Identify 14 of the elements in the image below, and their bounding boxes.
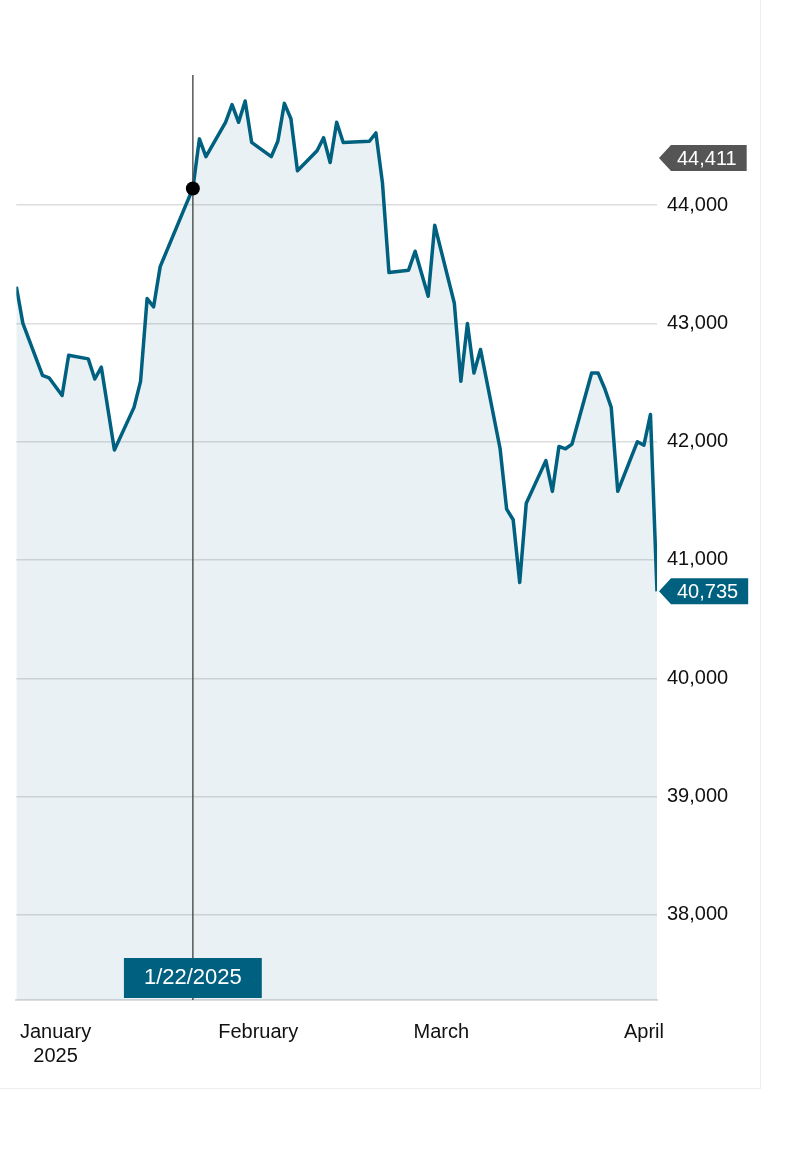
y-tick-label: 41,000 (667, 547, 729, 570)
y-tick-label: 38,000 (667, 902, 729, 925)
y-tick-label: 40,000 (667, 665, 729, 688)
x-tick-label: March (413, 1019, 470, 1042)
y-tick-label: 43,000 (667, 310, 729, 333)
x-tick-label: January 2025 (20, 1019, 92, 1066)
y-tick-label: 44,000 (667, 192, 729, 215)
y-tick-label: 42,000 (667, 429, 729, 452)
x-tick-label: February (218, 1019, 299, 1042)
ref-line-label: 1/22/2025 (143, 964, 242, 990)
text: 44,411 (677, 146, 737, 169)
data-label: 40,735 (677, 579, 739, 602)
x-tick-label: April (623, 1019, 664, 1042)
y-tick-label: 39,000 (667, 784, 729, 807)
